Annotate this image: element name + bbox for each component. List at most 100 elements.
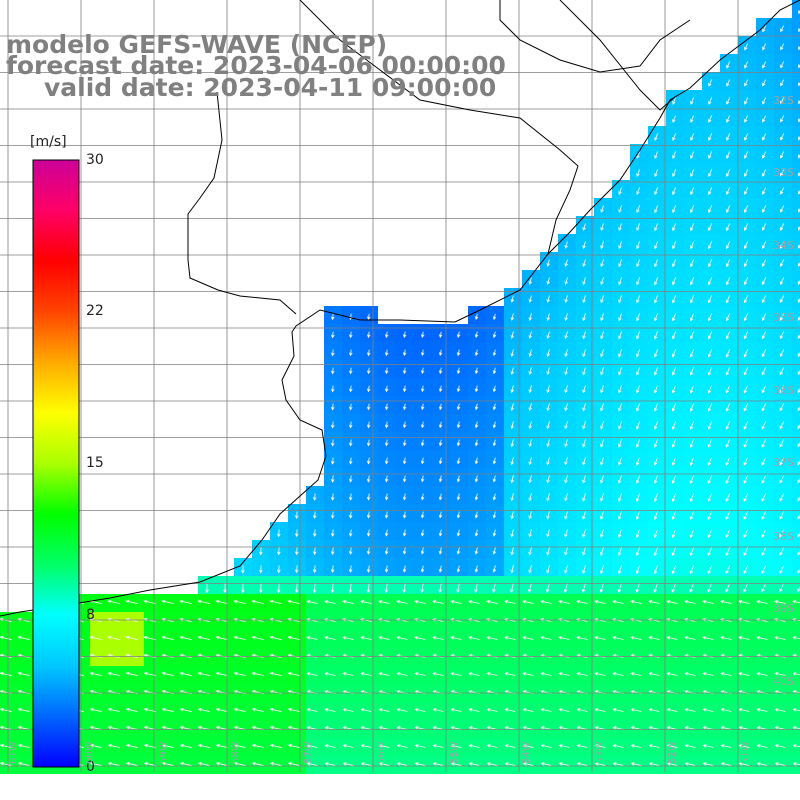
wind-arrow <box>432 708 444 712</box>
wind-arrow <box>396 708 408 712</box>
wind-arrow <box>564 313 568 322</box>
wind-arrow <box>708 187 713 196</box>
wind-arrow <box>564 529 568 538</box>
wind-arrow <box>402 439 407 447</box>
wind-arrow <box>450 708 462 712</box>
wind-arrow <box>564 277 568 286</box>
wind-arrow <box>269 707 282 712</box>
wind-arrow <box>690 241 695 250</box>
wind-arrow <box>492 331 497 339</box>
wind-arrow <box>600 475 604 484</box>
wind-arrow <box>438 439 443 447</box>
wind-arrow <box>528 547 532 556</box>
wind-arrow <box>636 367 641 376</box>
wind-arrow <box>612 708 624 712</box>
wind-arrow <box>420 385 425 393</box>
wind-cell <box>792 396 800 414</box>
wind-arrow <box>420 457 425 465</box>
wind-arrow <box>420 367 425 375</box>
wind-arrow <box>546 295 550 303</box>
wind-arrow <box>689 475 695 484</box>
wind-cell <box>792 522 800 540</box>
wind-arrow <box>89 761 102 766</box>
wind-arrow <box>468 672 480 676</box>
wind-arrow <box>582 385 586 394</box>
wind-arrow <box>179 635 192 640</box>
wind-arrow <box>761 439 767 448</box>
wind-arrow <box>420 547 425 555</box>
wind-arrow <box>690 97 694 105</box>
wind-arrow <box>690 187 695 196</box>
wind-arrow <box>269 743 282 748</box>
wind-arrow <box>707 259 713 268</box>
wind-cell <box>792 180 800 198</box>
wind-arrow <box>295 511 299 520</box>
wind-arrow <box>492 313 497 321</box>
wind-arrow <box>528 313 532 321</box>
wind-arrow <box>564 403 568 412</box>
wind-arrow <box>707 546 713 557</box>
wind-arrow <box>689 492 695 502</box>
wind-arrow <box>582 367 586 376</box>
wind-arrow <box>761 277 767 286</box>
wind-arrow <box>779 205 785 213</box>
wind-arrow <box>672 205 677 214</box>
wind-arrow <box>654 187 658 196</box>
wind-arrow <box>438 582 442 594</box>
wind-arrow <box>618 367 622 376</box>
wind-arrow <box>743 259 749 268</box>
wind-arrow <box>636 313 640 322</box>
wind-arrow <box>600 223 604 232</box>
wind-arrow <box>161 635 174 640</box>
country-border <box>187 0 677 315</box>
wind-cell <box>792 18 800 36</box>
wind-arrow <box>366 367 371 375</box>
wind-arrow <box>546 277 550 285</box>
wind-arrow <box>600 547 604 556</box>
wind-arrow <box>762 97 767 105</box>
lat-label: 38S <box>773 530 794 543</box>
wind-arrow <box>761 331 767 340</box>
wind-arrow <box>324 672 336 676</box>
wind-arrow <box>653 528 659 539</box>
wind-cell <box>792 54 800 72</box>
wind-arrow <box>689 313 695 322</box>
wind-arrow <box>474 439 479 447</box>
wind-arrow <box>761 223 767 231</box>
wind-arrow <box>707 457 713 466</box>
wind-arrow <box>761 259 767 268</box>
wind-arrow <box>720 636 732 640</box>
wind-cell <box>792 72 800 90</box>
wind-arrow <box>779 241 785 249</box>
wind-arrow <box>414 744 426 748</box>
wind-arrow <box>600 403 604 412</box>
wind-arrow <box>528 385 532 394</box>
wind-arrow <box>294 565 299 574</box>
wind-cell <box>792 558 800 576</box>
wind-arrow <box>618 475 623 484</box>
wind-arrow <box>672 115 676 123</box>
wind-arrow <box>414 672 426 676</box>
lon-label: 60W <box>84 741 95 764</box>
wind-arrow <box>725 277 731 286</box>
wind-arrow <box>792 708 800 712</box>
wind-arrow <box>582 331 586 340</box>
wind-arrow <box>779 295 785 304</box>
wind-arrow <box>558 599 570 604</box>
wind-arrow <box>456 565 461 573</box>
wind-arrow <box>486 672 498 676</box>
wind-arrow <box>744 187 749 195</box>
wind-arrow <box>617 564 623 575</box>
wind-arrow <box>510 313 515 321</box>
wind-arrow <box>738 708 750 712</box>
wind-arrow <box>522 744 534 748</box>
wind-arrow <box>725 475 731 484</box>
wind-arrow <box>348 457 353 465</box>
wind-arrow <box>654 295 659 304</box>
wind-arrow <box>635 421 641 430</box>
wind-arrow <box>618 457 622 466</box>
wind-arrow <box>540 672 552 676</box>
lat-label: 32S <box>773 94 794 107</box>
wind-arrow <box>744 61 749 69</box>
wind-arrow <box>474 475 479 483</box>
